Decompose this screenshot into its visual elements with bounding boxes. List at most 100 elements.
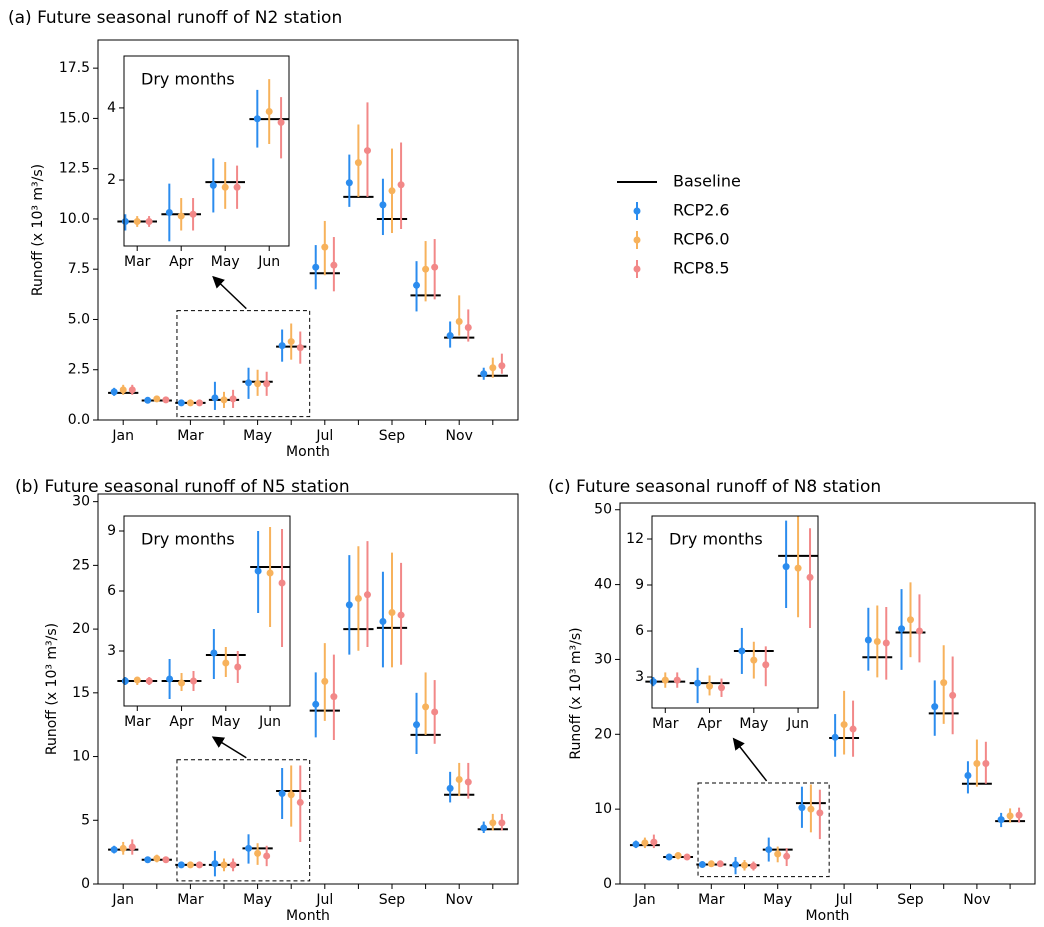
point: [973, 759, 981, 767]
point: [816, 809, 824, 817]
point: [254, 380, 262, 388]
point: [706, 682, 714, 690]
point: [263, 852, 271, 860]
point: [898, 625, 906, 633]
y-tick-label: 5.0: [68, 311, 90, 327]
inset-background: [652, 516, 818, 708]
point: [345, 179, 353, 187]
y-tick-label: 9: [107, 523, 116, 539]
point: [480, 370, 488, 378]
plot-frame: [619, 502, 1036, 885]
y-tick-label: 9: [635, 577, 644, 593]
x-tick-label: Mar: [698, 892, 725, 908]
point: [422, 703, 430, 711]
x-tick-label: Jan: [111, 428, 134, 444]
x-tick-label: Jan: [111, 892, 134, 908]
inset-title: Dry months: [669, 530, 763, 549]
y-tick-label: 5: [81, 812, 90, 828]
y-tick-label: 20: [72, 621, 90, 637]
x-tick-label: Jun: [257, 254, 280, 270]
x-tick-label: May: [739, 716, 768, 732]
x-tick-label: May: [211, 714, 240, 730]
inset-title: Dry months: [141, 70, 235, 89]
point: [178, 679, 186, 687]
x-tick-label: May: [243, 892, 272, 908]
point: [641, 839, 649, 847]
point: [233, 183, 241, 191]
x-tick-label: Jul: [315, 428, 333, 444]
point: [783, 852, 791, 860]
point: [464, 324, 472, 332]
point: [674, 852, 682, 860]
point: [806, 573, 814, 581]
point: [153, 395, 161, 403]
point: [144, 856, 152, 864]
y-tick-label: 6: [635, 623, 644, 639]
point: [189, 677, 197, 685]
y-tick-label: 4: [107, 100, 116, 116]
point: [195, 399, 203, 407]
y-tick-label: 40: [594, 577, 612, 593]
x-tick-label: Sep: [379, 428, 406, 444]
point: [330, 261, 338, 269]
point: [229, 395, 237, 403]
x-tick-label: Apr: [697, 716, 721, 732]
point: [177, 399, 185, 407]
legend-label: RCP8.5: [673, 259, 730, 278]
zoom-arrow: [212, 275, 247, 310]
point: [121, 217, 129, 225]
x-tick-label: Sep: [897, 892, 924, 908]
y-tick-label: 10.0: [59, 211, 90, 227]
point: [153, 855, 161, 863]
point: [464, 778, 472, 786]
point: [354, 159, 362, 167]
point: [321, 677, 329, 685]
point: [707, 860, 715, 868]
point: [650, 838, 658, 846]
point: [455, 775, 463, 783]
x-tick-label: Nov: [446, 892, 473, 908]
point: [254, 567, 262, 575]
point: [741, 861, 748, 869]
point: [882, 639, 890, 647]
zoom-box: [697, 782, 830, 878]
point: [831, 733, 839, 741]
point: [221, 183, 229, 191]
point: [750, 656, 758, 664]
y-tick-label: 30: [72, 494, 90, 510]
point: [446, 332, 454, 340]
point: [498, 819, 506, 827]
point: [665, 853, 673, 861]
point: [211, 860, 219, 868]
point: [379, 201, 387, 209]
y-tick-label: 12.5: [59, 161, 90, 177]
point: [312, 263, 320, 271]
y-tick-label: 15: [72, 685, 90, 701]
legend-label: RCP2.6: [673, 201, 730, 220]
y-tick-label: 20: [594, 726, 612, 742]
point: [388, 187, 396, 195]
point: [210, 649, 218, 657]
y-tick-label: 0: [603, 876, 612, 892]
x-tick-label: Mar: [124, 254, 151, 270]
inset-title: Dry months: [141, 530, 235, 549]
point: [162, 856, 170, 864]
legend-label: RCP6.0: [673, 230, 730, 249]
y-tick-label: 50: [594, 502, 612, 518]
x-tick-label: Mar: [652, 716, 679, 732]
point: [277, 118, 285, 126]
x-tick-label: Jan: [633, 892, 656, 908]
point: [1006, 812, 1014, 820]
point: [931, 703, 939, 711]
zoom-arrow: [732, 737, 768, 782]
point: [211, 394, 219, 402]
y-tick-label: 15.0: [59, 110, 90, 126]
point: [287, 791, 295, 799]
point: [162, 396, 170, 404]
point: [177, 861, 185, 869]
point: [794, 564, 802, 572]
point: [119, 386, 127, 394]
plot-frame: [123, 55, 290, 247]
point: [431, 708, 439, 716]
